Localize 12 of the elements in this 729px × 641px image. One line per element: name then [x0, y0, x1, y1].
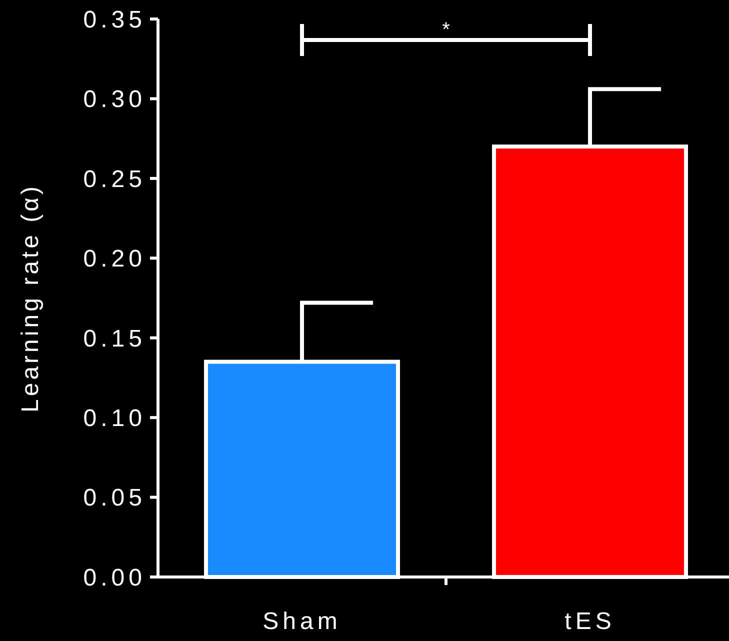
y-tick-label: 0.05: [83, 484, 146, 512]
y-tick-label: 0.00: [83, 564, 146, 592]
y-tick-label: 0.25: [83, 166, 146, 193]
y-tick-label: 0.10: [83, 404, 146, 432]
y-tick-label: 0.15: [83, 325, 146, 352]
y-axis-title: Learning rate (α): [17, 184, 44, 412]
y-tick-label: 0.35: [83, 6, 146, 34]
x-tick-label: Sham: [262, 608, 342, 635]
x-tick-label: tES: [564, 608, 616, 635]
y-tick-label: 0.30: [83, 86, 146, 114]
y-tick-label: 0.20: [83, 246, 146, 273]
annotation: *: [442, 19, 450, 41]
